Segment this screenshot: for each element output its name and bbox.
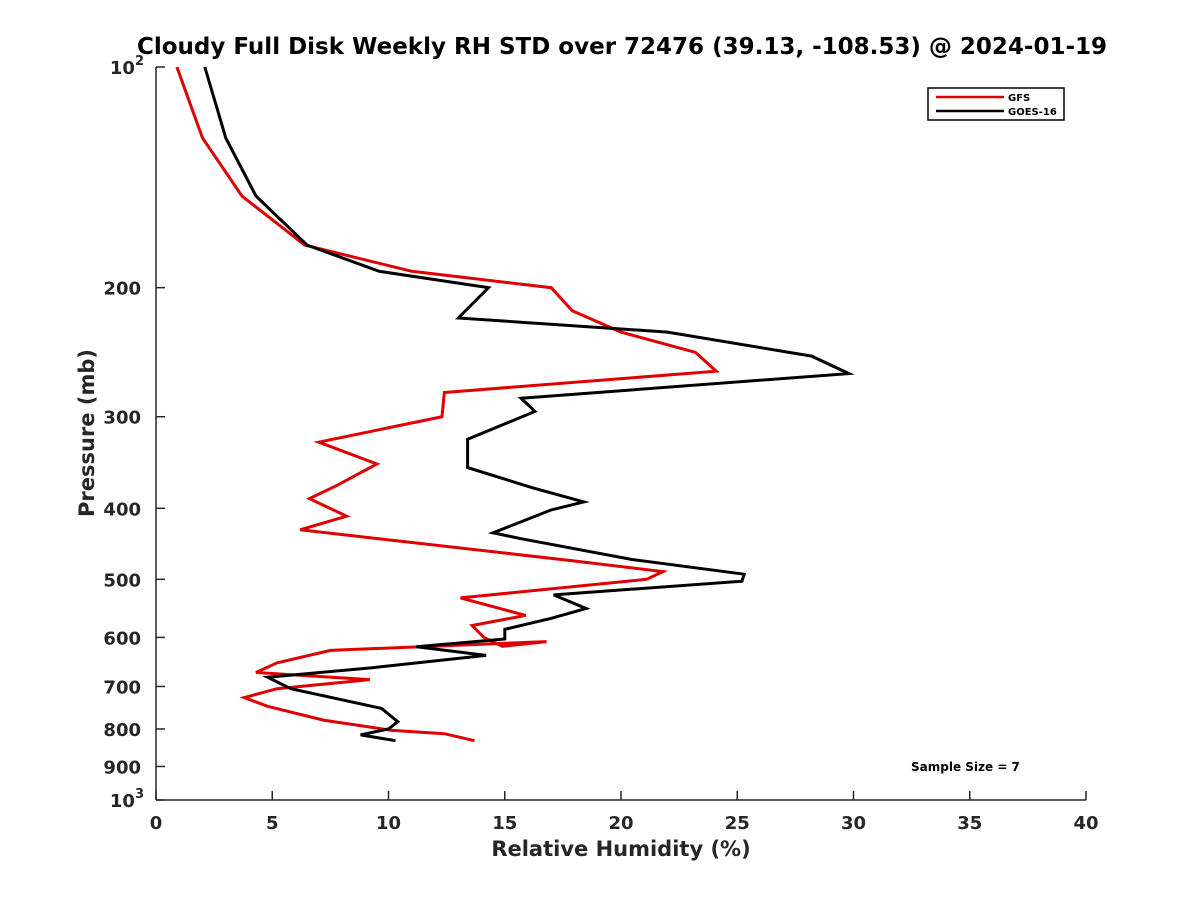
x-tick-label: 30 xyxy=(841,813,866,834)
legend-label-gfs: GFS xyxy=(1008,93,1030,104)
y-tick-label: 200 xyxy=(103,279,141,300)
plot-area: 0 5 10 15 20 25 30 35 40 102 200 300 400 500 600 700 80… xyxy=(103,54,1098,834)
y-axis-label: Pressure (mb) xyxy=(75,349,99,517)
x-tick-label: 0 xyxy=(150,813,163,834)
y-axis-ticks: 102 200 300 400 500 600 700 800 900 103 xyxy=(103,54,165,812)
y-tick-label: 400 xyxy=(103,499,141,520)
x-tick-label: 10 xyxy=(376,813,401,834)
legend: GFS GOES-16 xyxy=(927,87,1065,121)
y-tick-label: 500 xyxy=(103,570,141,591)
x-tick-label: 20 xyxy=(608,813,633,834)
x-axis-label: Relative Humidity (%) xyxy=(491,837,750,861)
x-tick-label: 25 xyxy=(725,813,750,834)
sample-size-annotation: Sample Size = 7 xyxy=(911,760,1020,774)
y-tick-label: 800 xyxy=(103,720,141,741)
x-tick-label: 5 xyxy=(266,813,279,834)
chart-title: Cloudy Full Disk Weekly RH STD over 7247… xyxy=(137,34,1107,60)
x-tick-label: 15 xyxy=(492,813,517,834)
series-line-goes-16 xyxy=(203,66,855,743)
x-tick-label: 35 xyxy=(957,813,982,834)
series-line-gfs xyxy=(175,66,720,743)
y-tick-label: 300 xyxy=(103,408,141,429)
y-tick-label: 700 xyxy=(103,677,141,698)
y-tick-label: 900 xyxy=(103,757,141,778)
x-tick-label: 40 xyxy=(1073,813,1098,834)
legend-label-goes-16: GOES-16 xyxy=(1008,107,1057,118)
x-axis-ticks: 0 5 10 15 20 25 30 35 40 xyxy=(150,791,1099,834)
legend-box xyxy=(927,87,1065,121)
y-tick-label: 600 xyxy=(103,628,141,649)
y-tick-label: 102 xyxy=(110,54,144,79)
y-tick-label: 103 xyxy=(110,787,144,812)
series-layer xyxy=(175,66,855,743)
